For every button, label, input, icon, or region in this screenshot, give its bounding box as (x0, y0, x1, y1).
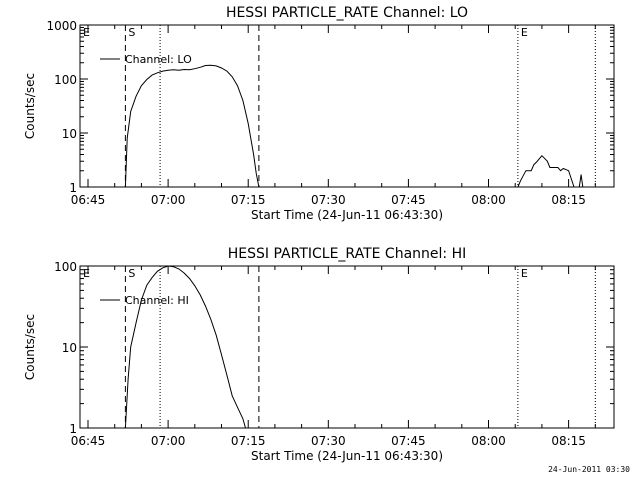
event-marker-label: E (521, 267, 528, 280)
series-line (578, 174, 584, 188)
x-tick-label: 08:15 (551, 193, 586, 207)
x-tick-label: 08:00 (471, 434, 506, 448)
x-tick-label: 07:00 (151, 434, 186, 448)
chart-panel-1: HESSI PARTICLE_RATE Channel: LO 1 10 100 100… (23, 5, 615, 222)
x-tick-label: 07:15 (231, 434, 266, 448)
series-line (124, 64, 260, 188)
y-axis-label: Counts/sec (23, 314, 37, 380)
event-marker-label: E (83, 26, 90, 39)
chart-title: HESSI PARTICLE_RATE Channel: LO (226, 5, 468, 21)
x-tick-label: 07:00 (151, 193, 186, 207)
x-tick-label: 08:00 (471, 193, 506, 207)
y-tick-label: 10 (62, 127, 77, 141)
y-axis-label: Counts/sec (23, 73, 37, 139)
event-marker-label: S (128, 26, 135, 39)
series-line (124, 265, 246, 429)
y-tick-label: 1 (69, 422, 77, 436)
x-tick-label: 08:15 (551, 434, 586, 448)
legend-label: Channel: HI (125, 294, 189, 307)
x-tick-label: 07:45 (391, 193, 426, 207)
x-tick-label: 06:45 (71, 193, 106, 207)
y-tick-label: 1 (69, 181, 77, 195)
chart-title: HESSI PARTICLE_RATE Channel: HI (228, 246, 466, 262)
legend-label: Channel: LO (125, 53, 192, 66)
y-tick-label: 10 (62, 341, 77, 355)
x-tick-label: 07:15 (231, 193, 266, 207)
x-tick-label: 07:30 (311, 193, 346, 207)
x-tick-label: 07:30 (311, 434, 346, 448)
y-tick-label: 100 (54, 260, 77, 274)
x-tick-label: 06:45 (71, 434, 106, 448)
x-axis-label: Start Time (24-Jun-11 06:43:30) (251, 208, 443, 222)
event-marker-label: S (128, 267, 135, 280)
chart-panel-2: HESSI PARTICLE_RATE Channel: HI 1 10 100 06:… (23, 246, 615, 463)
series-line (517, 154, 575, 188)
x-axis-label: Start Time (24-Jun-11 06:43:30) (251, 449, 443, 463)
y-tick-label: 1000 (46, 19, 77, 33)
event-marker-label: E (521, 26, 528, 39)
y-tick-label: 100 (54, 73, 77, 87)
x-tick-label: 07:45 (391, 434, 426, 448)
footer-timestamp: 24-Jun-2011 03:30 (548, 465, 630, 474)
event-marker-label: E (83, 267, 90, 280)
